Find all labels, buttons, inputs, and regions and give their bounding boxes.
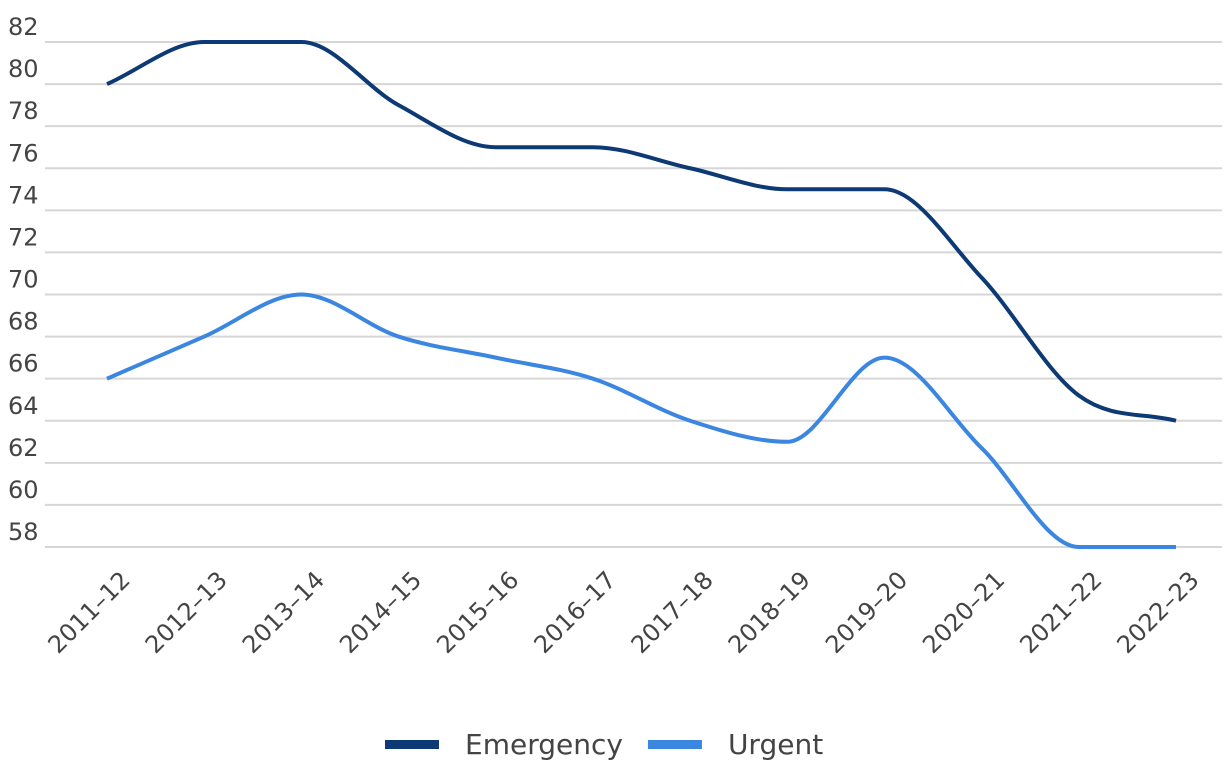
x-tick-label: 2016–17 xyxy=(529,566,622,659)
x-tick-label: 2022–23 xyxy=(1112,566,1205,659)
legend: Emergency Urgent xyxy=(385,728,823,761)
y-tick-label: 68 xyxy=(8,308,39,336)
x-tick-label: 2013–14 xyxy=(237,566,330,659)
y-tick-label: 74 xyxy=(8,181,39,209)
legend-swatch xyxy=(647,740,702,749)
legend-swatch xyxy=(385,740,439,749)
y-tick-label: 80 xyxy=(8,55,39,83)
y-tick-label: 60 xyxy=(8,476,39,504)
x-tick-label: 2021–22 xyxy=(1014,566,1107,659)
y-tick-label: 82 xyxy=(8,13,39,41)
legend-label: Urgent xyxy=(728,728,823,761)
x-tick-label: 2012–13 xyxy=(140,566,233,659)
y-tick-label: 72 xyxy=(8,223,39,251)
line xyxy=(106,292,1176,550)
x-tick-label: 2011–12 xyxy=(43,566,136,659)
legend-label: Emergency xyxy=(465,728,623,761)
y-tick-label: 62 xyxy=(8,434,39,462)
y-tick-label: 58 xyxy=(8,518,39,546)
x-tick-label: 2017–18 xyxy=(626,566,719,659)
x-tick-label: 2019–20 xyxy=(820,566,913,659)
y-tick-label: 66 xyxy=(8,350,39,378)
y-tick-label: 64 xyxy=(8,392,39,420)
x-tick-label: 2014–15 xyxy=(334,566,427,659)
line xyxy=(106,39,1177,423)
y-tick-label: 78 xyxy=(8,97,39,125)
x-tick-label: 2020–21 xyxy=(917,566,1010,659)
x-tick-label: 2018–19 xyxy=(723,566,816,659)
y-tick-label: 70 xyxy=(8,266,39,294)
x-tick-label: 2015–16 xyxy=(431,566,524,659)
y-tick-label: 76 xyxy=(8,139,39,167)
